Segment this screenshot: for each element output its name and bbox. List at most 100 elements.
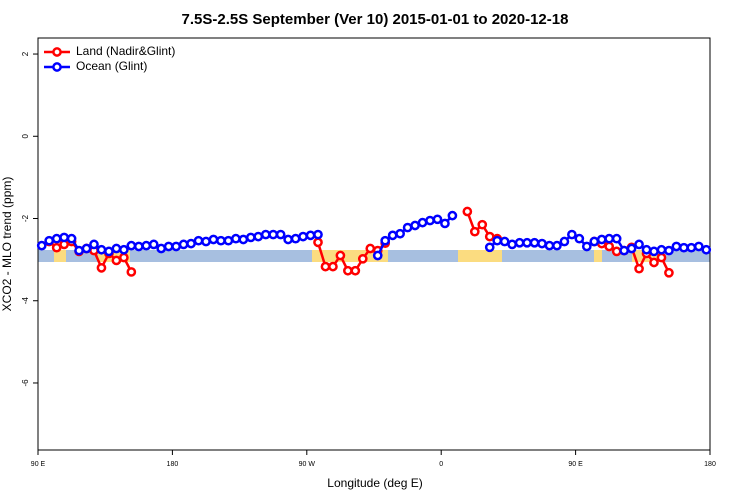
legend-label: Land (Nadir&Glint) [76,44,175,58]
data-point [514,237,525,248]
data-point [245,232,256,243]
data-point [268,229,279,240]
data-point [59,232,69,243]
data-point [626,243,637,254]
data-point [507,239,517,250]
x-tick-label: 180 [167,461,179,468]
data-point [36,240,47,251]
data-point [260,229,271,240]
data-point [619,245,629,256]
data-point [156,243,167,254]
data-point [574,233,585,244]
data-point [544,240,555,251]
data-point [148,239,159,250]
data-point [350,265,361,276]
data-point [462,206,473,217]
data-point [402,222,413,233]
data-point [313,237,323,248]
x-tick-label: 90 E [31,461,46,468]
x-axis-title: Longitude (deg E) [327,476,422,490]
data-point [395,228,405,239]
land-band [54,250,66,262]
data-point [432,214,443,225]
data-point [447,210,458,221]
data-point [208,234,219,245]
data-point [141,240,152,251]
land-band [458,250,502,262]
data-point [51,233,62,244]
data-point [163,241,174,252]
data-point [238,234,249,245]
data-point [492,235,503,246]
series [36,210,712,261]
data-point [74,245,84,256]
y-tick-label: 2 [21,51,30,56]
data-point [604,241,615,252]
data-point [223,235,234,246]
data-point [66,233,77,244]
legend-label: Ocean (Glint) [76,59,147,73]
data-point [701,244,712,255]
data-point [81,243,92,254]
data-point [634,239,644,250]
data-point [111,255,122,266]
data-point [365,243,376,254]
y-tick-label: -6 [21,379,30,387]
data-point [664,245,674,256]
data-point [537,238,547,249]
data-point [484,242,495,253]
data-point [596,234,607,245]
data-point [119,244,129,255]
chart-title: 7.5S-2.5S September (Ver 10) 2015-01-01 … [182,11,569,28]
data-point [357,253,368,264]
y-tick-label: 0 [21,133,30,138]
data-point [171,241,181,252]
data-point [425,215,435,226]
legend-marker [52,47,62,57]
data-point [328,261,338,272]
data-point [387,230,398,241]
x-tick-label: 180 [704,461,716,468]
land-band [594,250,602,262]
data-point [335,250,346,261]
data-point [611,246,622,257]
data-point [313,229,323,240]
data-point [133,241,144,252]
data-point [275,229,286,240]
data-point [693,241,704,252]
data-point [477,219,488,230]
data-point [499,236,510,247]
x-tick-label: 90 W [299,461,316,468]
data-point [298,231,308,242]
data-point [126,267,137,277]
legend-marker [52,62,62,72]
data-point [89,239,99,250]
data-point [611,233,622,244]
data-point [417,217,428,228]
data-point [178,239,189,250]
data-point [104,246,114,257]
data-point [649,246,659,257]
data-point [656,252,667,263]
data-point [529,237,540,248]
y-tick-label: -4 [21,297,30,305]
data-point [440,218,450,229]
data-point [119,252,129,263]
data-point [634,263,644,274]
data-point [522,237,532,248]
data-point [484,231,495,242]
data-point [656,244,667,255]
y-axis-title: XCO2 - MLO trend (ppm) [0,177,14,312]
data-point [380,235,391,246]
data-point [559,236,570,247]
data-point [305,230,316,241]
data-point [111,243,122,254]
data-point [589,236,600,247]
data-point [649,257,659,268]
data-point [372,250,383,261]
data-point [552,240,562,251]
data-point [44,235,55,246]
data-point [186,238,196,249]
data-point [679,242,689,253]
